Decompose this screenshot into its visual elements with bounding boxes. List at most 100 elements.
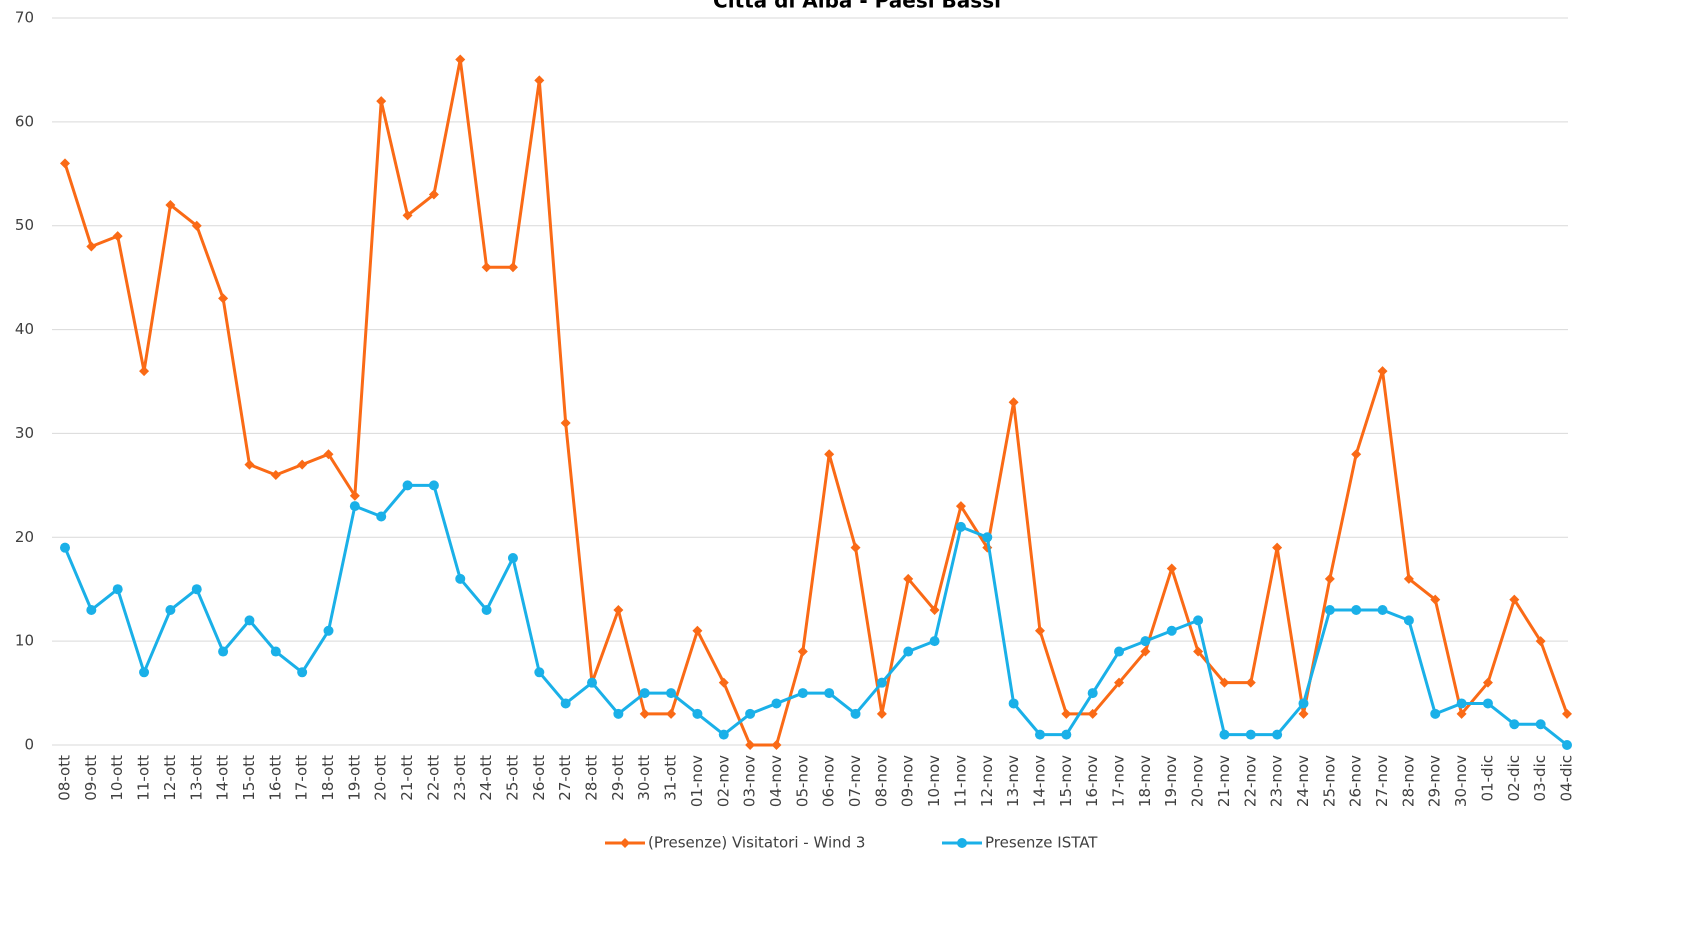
data-point (1219, 677, 1230, 688)
data-point (1034, 729, 1045, 740)
x-tick-label: 27-ott (556, 755, 574, 801)
x-tick-label: 09-ott (82, 755, 100, 801)
y-tick-label: 60 (15, 112, 34, 130)
data-point (323, 449, 334, 460)
x-tick-label: 29-nov (1426, 755, 1444, 807)
legend-marker (957, 838, 967, 848)
data-point (1509, 719, 1520, 730)
data-point (1140, 636, 1151, 647)
data-point (1193, 646, 1204, 657)
data-point (428, 189, 439, 200)
x-tick-label: 29-ott (609, 755, 627, 801)
data-point (1087, 688, 1098, 699)
data-point (745, 708, 756, 719)
data-point (1219, 729, 1230, 740)
x-tick-label: 04-dic (1558, 755, 1576, 801)
data-point (1008, 698, 1019, 709)
data-point (1403, 573, 1414, 584)
data-point (376, 511, 387, 522)
data-point (1140, 646, 1151, 657)
data-point (455, 54, 466, 65)
data-point (1377, 366, 1388, 377)
x-tick-label: 30-nov (1452, 755, 1470, 807)
data-point (771, 698, 782, 709)
data-point (1272, 729, 1283, 740)
data-point (86, 241, 97, 252)
data-point (613, 604, 624, 615)
data-point (165, 604, 176, 615)
data-point (587, 677, 598, 688)
data-point (1166, 625, 1177, 636)
data-point (718, 677, 729, 688)
data-point (1482, 677, 1493, 688)
x-tick-label: 31-ott (662, 755, 680, 801)
data-point (376, 96, 387, 107)
data-point (560, 698, 571, 709)
x-tick-label: 28-ott (583, 755, 601, 801)
series-line (63, 483, 1568, 747)
x-tick-label: 19-ott (345, 755, 363, 801)
data-point (1562, 708, 1572, 719)
data-point (323, 625, 334, 636)
data-point (797, 646, 808, 657)
x-tick-label: 22-nov (1241, 755, 1259, 807)
data-point (60, 542, 70, 553)
data-point (929, 636, 940, 647)
data-point (876, 677, 887, 688)
data-point (139, 366, 150, 377)
data-point (903, 573, 914, 584)
data-point (1482, 698, 1493, 709)
x-tick-label: 13-nov (1004, 755, 1022, 807)
data-point (1351, 449, 1362, 460)
data-point (824, 688, 835, 699)
data-point (982, 532, 993, 543)
x-tick-label: 12-nov (978, 755, 996, 807)
y-tick-label: 30 (15, 424, 34, 442)
data-point (1535, 719, 1546, 730)
data-point (218, 293, 229, 304)
x-tick-label: 16-nov (1083, 755, 1101, 807)
data-point (1034, 625, 1045, 636)
x-tick-label: 11-nov (951, 755, 969, 807)
data-point (1272, 542, 1283, 553)
legend: (Presenze) Visitatori - Wind 3 Presenze I… (605, 834, 1098, 852)
y-tick-label: 40 (15, 320, 34, 338)
data-point (1166, 563, 1177, 574)
data-point (824, 449, 835, 460)
y-tick-label: 10 (15, 632, 34, 650)
legend-marker (620, 838, 630, 848)
x-tick-label: 10-ott (108, 755, 126, 801)
data-point (402, 480, 413, 491)
data-point (1456, 708, 1467, 719)
data-point (639, 708, 650, 719)
data-point (270, 469, 281, 480)
data-point (1008, 397, 1019, 408)
x-tick-label: 03-dic (1531, 755, 1549, 801)
data-point (86, 604, 97, 615)
x-tick-label: 16-ott (266, 755, 284, 801)
data-point (639, 688, 650, 699)
data-point (507, 553, 518, 564)
data-point (481, 262, 492, 273)
x-tick-label: 02-nov (714, 755, 732, 807)
x-tick-label: 01-nov (688, 755, 706, 807)
data-point (534, 667, 545, 678)
data-point (112, 584, 123, 595)
data-point (1245, 677, 1256, 688)
x-tick-label: 24-ott (477, 755, 495, 801)
x-tick-label: 09-nov (899, 755, 917, 807)
x-tick-label: 08-ott (56, 755, 74, 801)
x-tick-label: 21-nov (1215, 755, 1233, 807)
data-point (692, 625, 703, 636)
x-tick-label: 04-nov (767, 755, 785, 807)
x-tick-label: 10-nov (925, 755, 943, 807)
data-point (60, 158, 70, 169)
data-point (112, 231, 123, 242)
data-point (850, 542, 861, 553)
x-tick-label: 07-nov (846, 755, 864, 807)
x-tick-label: 13-ott (187, 755, 205, 801)
x-tick-label: 25-nov (1320, 755, 1338, 807)
data-point (534, 75, 545, 86)
x-tick-label: 12-ott (161, 755, 179, 801)
